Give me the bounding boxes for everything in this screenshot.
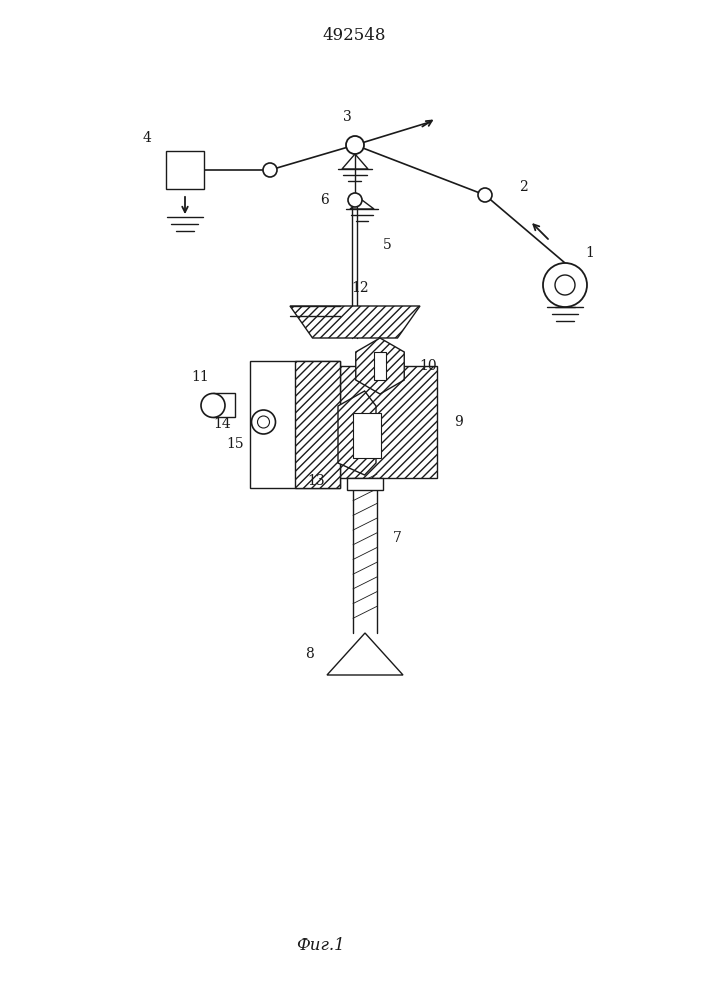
Text: 11: 11 [191, 370, 209, 384]
Text: 12: 12 [351, 281, 369, 295]
Text: 492548: 492548 [322, 26, 386, 43]
Text: 14: 14 [213, 417, 231, 431]
Text: 1: 1 [585, 246, 595, 260]
Circle shape [252, 410, 276, 434]
Text: 9: 9 [455, 415, 463, 429]
Text: 10: 10 [419, 359, 437, 373]
Bar [166, 151, 204, 189]
Text: 3: 3 [343, 110, 351, 124]
Circle shape [257, 416, 269, 428]
Circle shape [346, 136, 364, 154]
Text: 7: 7 [392, 531, 402, 545]
Polygon shape [350, 200, 374, 209]
Polygon shape [338, 391, 376, 475]
Bar [250, 361, 340, 488]
Polygon shape [342, 154, 368, 169]
Polygon shape [290, 306, 420, 338]
Circle shape [263, 163, 277, 177]
Circle shape [555, 275, 575, 295]
Circle shape [478, 188, 492, 202]
Bar [337, 366, 437, 478]
Bar [353, 413, 381, 458]
Bar [374, 352, 386, 380]
Text: 4: 4 [143, 131, 151, 145]
Polygon shape [327, 633, 403, 675]
Bar [295, 361, 340, 488]
Text: Фиг.1: Фиг.1 [296, 936, 344, 954]
Text: 6: 6 [321, 193, 329, 207]
Bar [347, 478, 383, 490]
Text: 8: 8 [305, 647, 315, 661]
Text: 5: 5 [382, 238, 392, 252]
Text: 2: 2 [519, 180, 527, 194]
Bar [213, 393, 235, 417]
Text: 15: 15 [227, 437, 245, 451]
Circle shape [348, 193, 362, 207]
Circle shape [201, 393, 225, 417]
Text: 13: 13 [307, 474, 325, 488]
Circle shape [543, 263, 587, 307]
Polygon shape [356, 338, 404, 394]
